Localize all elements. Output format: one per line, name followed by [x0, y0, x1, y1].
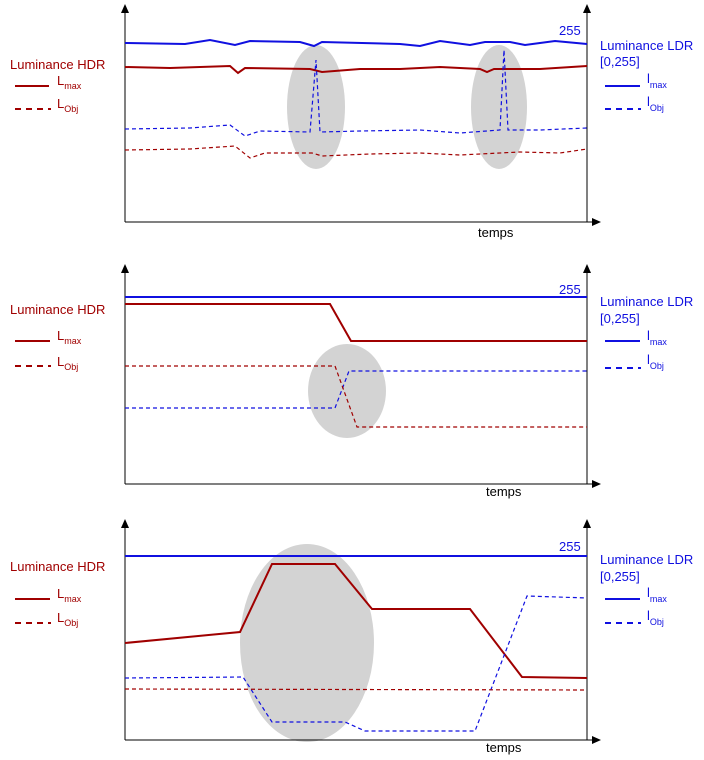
legend-hdr-lobj-label: LObj: [57, 354, 78, 372]
ldr-title-line2: [0,255]: [600, 569, 640, 584]
highlight-ellipse-4: [240, 544, 374, 742]
hdr-lobj-curve: [125, 365, 587, 428]
ldr-lobj-curve: [124, 595, 588, 732]
ldr-lobj-curve: [124, 49, 588, 137]
legend-ldr-lobj-label: lObj: [647, 352, 664, 371]
legend-hdr-lobj-label: LObj: [57, 96, 78, 114]
flicker-panel: 255 temps Luminance HDR Lmax LObj Lumina…: [10, 4, 693, 240]
legend-ldr-lmax-label: lmax: [647, 328, 667, 347]
hdr-lmax-curve: [125, 303, 587, 342]
ldr-title-line1: Luminance LDR: [600, 38, 693, 53]
legend-hdr-lmax-label: Lmax: [57, 586, 82, 604]
legend-ldr-lobj-label: lObj: [647, 608, 664, 627]
hdr-lmax-curve: [124, 563, 588, 679]
ldr-title-line1: Luminance LDR: [600, 552, 693, 567]
legend-ldr-lmax-label: lmax: [647, 71, 667, 90]
value-255-label: 255: [559, 539, 581, 554]
highlight-ellipse-2: [471, 45, 527, 169]
hdr-title: Luminance HDR: [10, 302, 105, 317]
legend-hdr-lobj-label: LObj: [57, 610, 78, 628]
abrupt-change-panel: 255 temps Luminance HDR Lmax LObj Lumina…: [10, 264, 693, 499]
ldr-title-line1: Luminance LDR: [600, 294, 693, 309]
hdr-title: Luminance HDR: [10, 559, 105, 574]
time-axis-label: temps: [478, 225, 514, 240]
hdr-lmax-curve: [124, 64, 588, 75]
ldr-lmax-curve: [124, 38, 588, 48]
hdr-lobj-curve: [124, 145, 588, 159]
legend-ldr-lmax-label: lmax: [647, 585, 667, 604]
time-axis-label: temps: [486, 484, 522, 499]
legend-hdr-lmax-label: Lmax: [57, 328, 82, 346]
hdr-lobj-curve: [124, 688, 588, 691]
highlight-ellipse-3: [308, 344, 386, 438]
highlight-ellipse-1: [287, 45, 345, 169]
value-255-label: 255: [559, 23, 581, 38]
time-axis-label: temps: [486, 740, 522, 755]
hdr-title: Luminance HDR: [10, 57, 105, 72]
ldr-title-line2: [0,255]: [600, 54, 640, 69]
legend-ldr-lobj-label: lObj: [647, 94, 664, 113]
value-255-label: 255: [559, 282, 581, 297]
ldr-title-line2: [0,255]: [600, 311, 640, 326]
transition-panel: 255 temps Luminance HDR Lmax LObj Lumina…: [10, 519, 693, 755]
ldr-lobj-curve: [125, 370, 587, 409]
legend-hdr-lmax-label: Lmax: [57, 73, 82, 91]
